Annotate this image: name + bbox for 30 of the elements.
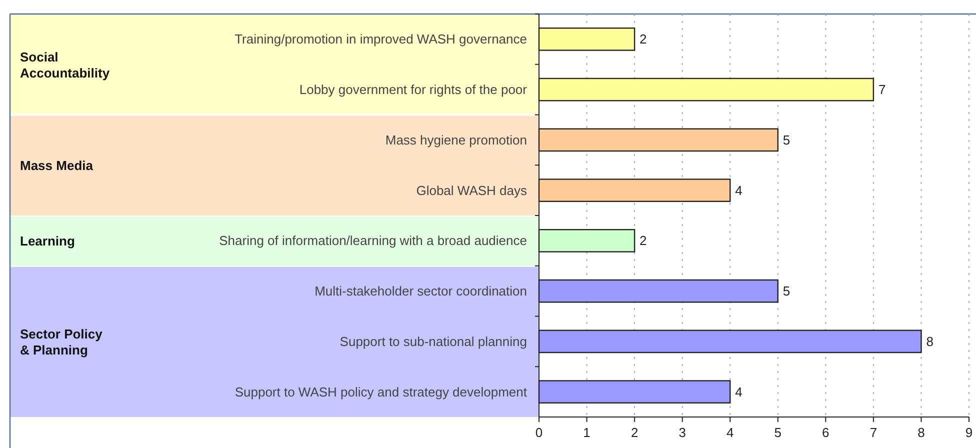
data-label: 7 [878,82,886,98]
x-tick-label: 2 [630,425,638,440]
text: Learning [20,233,75,248]
data-label: 4 [735,182,742,198]
x-tick-label: 9 [965,425,973,440]
data-label: 8 [926,334,934,349]
y-tick-label: Training/promotion in improved WASH governance [234,32,527,47]
text: Social Accountability [20,48,110,80]
x-tick-label: 8 [918,425,925,440]
data-label: 2 [640,32,647,47]
x-tick-label: 4 [726,425,734,440]
y-tick-label: Support to WASH policy and strategy development [234,384,528,400]
x-tick-label: 3 [678,425,686,440]
y-tick-label: Multi-stakeholder sector coordination [314,284,527,299]
x-tick-label: 1 [583,425,590,440]
x-tick-label: 5 [774,425,782,440]
data-label: 5 [782,132,790,148]
y-tick-label: Global WASH days [416,182,528,198]
text: Sector Policy & Planning [20,326,104,357]
data-label: 5 [782,284,790,299]
data-label: 2 [640,233,647,248]
y-tick-label: Sharing of information/learning with a broad audience [219,233,527,248]
y-tick-label: Mass hygiene promotion [385,132,527,148]
x-tick-label: 7 [870,425,878,440]
y-tick-label: Support to sub-national planning [340,334,527,349]
y-tick-label: Lobby government for rights of the poor [299,82,528,98]
text: Mass Media [20,158,94,173]
x-tick-label: 0 [535,425,543,440]
x-tick-label: 6 [822,425,830,440]
data-label: 4 [735,384,742,400]
